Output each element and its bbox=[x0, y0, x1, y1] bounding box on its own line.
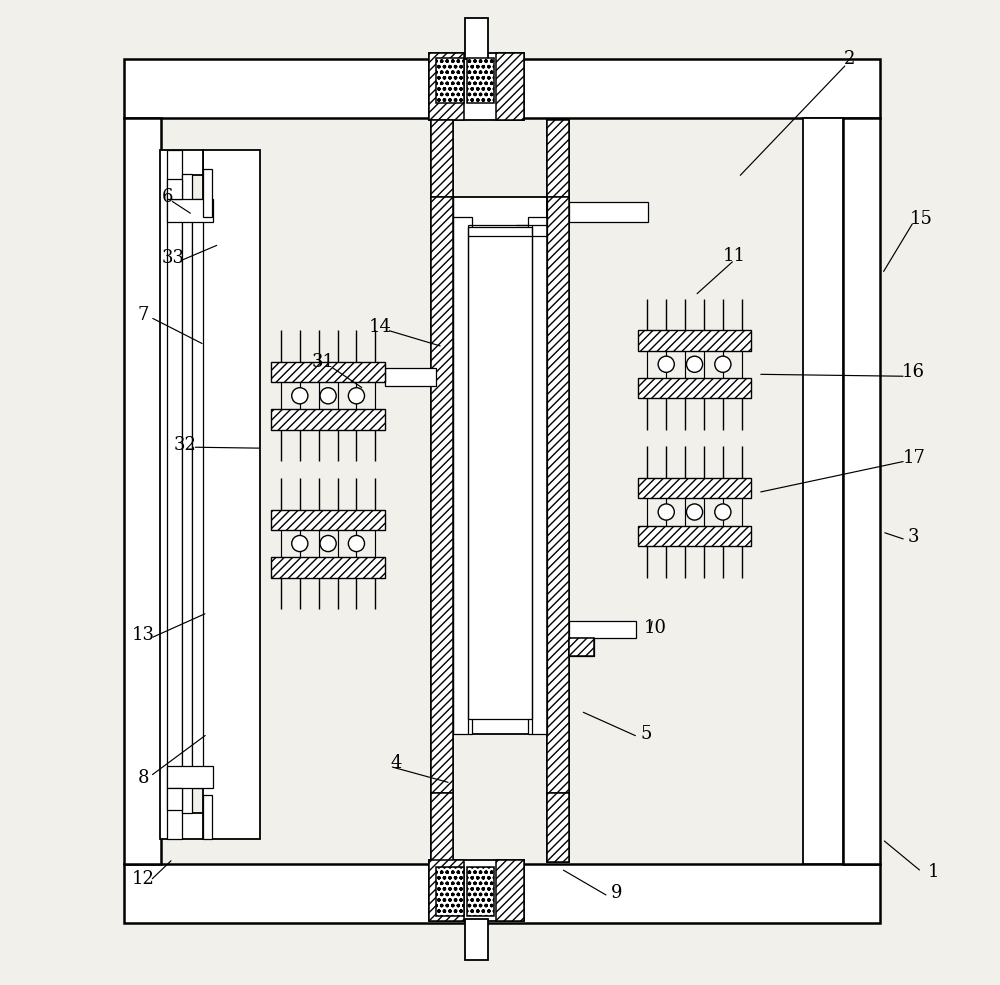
Bar bbox=[468, 227, 532, 719]
Text: 13: 13 bbox=[132, 626, 155, 644]
Bar bbox=[429, 860, 464, 921]
Bar bbox=[547, 120, 569, 197]
Bar bbox=[569, 621, 636, 638]
Bar bbox=[385, 368, 436, 386]
Text: 6: 6 bbox=[161, 188, 173, 206]
Bar bbox=[182, 174, 192, 813]
Bar bbox=[431, 197, 453, 793]
Bar bbox=[192, 199, 203, 788]
Text: 31: 31 bbox=[311, 354, 334, 371]
Bar bbox=[547, 793, 569, 862]
Text: 12: 12 bbox=[132, 870, 155, 887]
Circle shape bbox=[715, 504, 731, 520]
Bar bbox=[429, 53, 524, 120]
Text: 1: 1 bbox=[928, 863, 939, 881]
Circle shape bbox=[292, 536, 308, 552]
Bar bbox=[803, 118, 843, 864]
Bar bbox=[465, 18, 488, 59]
Bar bbox=[271, 558, 385, 577]
Bar bbox=[453, 197, 547, 734]
Bar bbox=[124, 59, 880, 118]
Bar bbox=[167, 788, 182, 810]
Text: 17: 17 bbox=[902, 449, 925, 467]
Circle shape bbox=[348, 388, 365, 404]
Bar bbox=[465, 919, 488, 960]
Circle shape bbox=[686, 357, 703, 372]
Bar bbox=[203, 150, 260, 839]
Bar bbox=[167, 179, 182, 199]
Bar bbox=[547, 120, 569, 197]
Text: 5: 5 bbox=[640, 725, 651, 743]
Text: 16: 16 bbox=[902, 363, 925, 381]
Bar bbox=[167, 199, 213, 222]
Text: 32: 32 bbox=[173, 436, 196, 454]
Bar bbox=[429, 53, 464, 120]
Text: 14: 14 bbox=[368, 318, 391, 336]
Bar bbox=[271, 361, 385, 382]
Bar bbox=[429, 860, 524, 921]
Bar bbox=[569, 638, 594, 656]
Text: 15: 15 bbox=[910, 210, 933, 228]
Bar bbox=[638, 526, 751, 546]
Circle shape bbox=[686, 504, 703, 520]
Bar bbox=[203, 795, 212, 839]
Bar bbox=[638, 378, 751, 398]
Bar bbox=[431, 120, 453, 197]
Bar bbox=[467, 867, 494, 916]
Bar bbox=[467, 58, 494, 103]
Bar bbox=[436, 58, 464, 103]
Bar bbox=[124, 864, 880, 923]
Text: 33: 33 bbox=[161, 249, 184, 267]
Text: 11: 11 bbox=[723, 247, 746, 265]
Bar bbox=[547, 197, 569, 793]
Circle shape bbox=[320, 536, 336, 552]
Text: 7: 7 bbox=[138, 306, 149, 324]
Bar bbox=[496, 53, 524, 120]
Bar bbox=[453, 217, 472, 734]
Bar bbox=[843, 118, 880, 864]
Bar bbox=[124, 118, 161, 864]
Circle shape bbox=[348, 536, 365, 552]
Bar bbox=[496, 860, 524, 921]
Bar bbox=[431, 793, 453, 862]
Bar bbox=[271, 509, 385, 530]
Circle shape bbox=[715, 357, 731, 372]
Bar bbox=[547, 197, 569, 793]
Circle shape bbox=[658, 357, 674, 372]
Bar bbox=[569, 638, 594, 656]
Text: 2: 2 bbox=[844, 50, 855, 68]
Circle shape bbox=[292, 388, 308, 404]
Bar bbox=[203, 169, 212, 217]
Bar bbox=[528, 217, 547, 734]
Circle shape bbox=[320, 388, 336, 404]
Bar bbox=[431, 197, 453, 793]
Bar bbox=[167, 766, 213, 788]
Text: 8: 8 bbox=[138, 769, 149, 787]
Text: 3: 3 bbox=[908, 528, 919, 546]
Bar bbox=[547, 793, 569, 862]
Bar bbox=[638, 478, 751, 498]
Bar bbox=[436, 867, 464, 916]
Text: 4: 4 bbox=[391, 755, 402, 772]
Polygon shape bbox=[160, 150, 203, 839]
Circle shape bbox=[658, 504, 674, 520]
Text: 10: 10 bbox=[644, 620, 667, 637]
Bar bbox=[431, 120, 453, 197]
Bar bbox=[271, 410, 385, 429]
Text: 9: 9 bbox=[610, 885, 622, 902]
Bar bbox=[167, 150, 182, 839]
Bar bbox=[431, 793, 453, 862]
Bar bbox=[569, 202, 648, 222]
Bar bbox=[638, 330, 751, 351]
